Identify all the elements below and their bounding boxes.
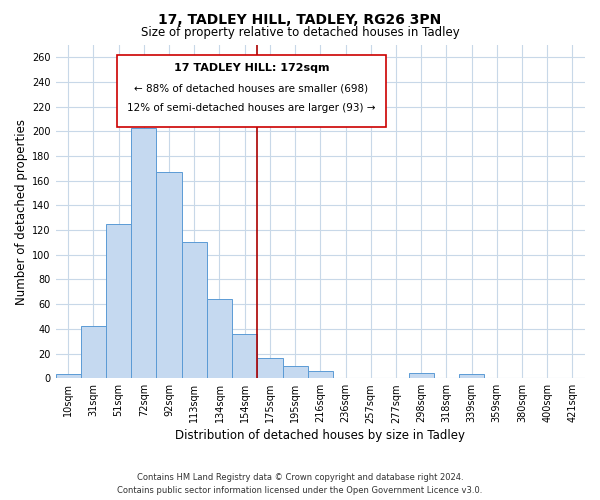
Bar (106, 224, 131, 378)
Text: 17 TADLEY HILL: 172sqm: 17 TADLEY HILL: 172sqm (174, 64, 329, 74)
Bar (207, 299, 232, 378)
Text: Size of property relative to detached houses in Tadley: Size of property relative to detached ho… (140, 26, 460, 39)
Bar (182, 242, 207, 378)
Bar (232, 334, 257, 378)
FancyBboxPatch shape (116, 55, 386, 127)
Bar (257, 358, 283, 378)
Bar (308, 371, 333, 378)
X-axis label: Distribution of detached houses by size in Tadley: Distribution of detached houses by size … (175, 430, 466, 442)
Bar (459, 374, 484, 378)
Bar (157, 172, 182, 378)
Text: 17, TADLEY HILL, TADLEY, RG26 3PN: 17, TADLEY HILL, TADLEY, RG26 3PN (158, 12, 442, 26)
Text: ← 88% of detached houses are smaller (698): ← 88% of detached houses are smaller (69… (134, 84, 368, 94)
Text: 12% of semi-detached houses are larger (93) →: 12% of semi-detached houses are larger (… (127, 104, 376, 114)
Text: Contains HM Land Registry data © Crown copyright and database right 2024.
Contai: Contains HM Land Registry data © Crown c… (118, 474, 482, 495)
Bar (81, 326, 106, 378)
Bar (283, 366, 308, 378)
Bar (131, 128, 157, 378)
Y-axis label: Number of detached properties: Number of detached properties (15, 118, 28, 304)
Bar (56, 374, 81, 378)
Bar (409, 374, 434, 378)
